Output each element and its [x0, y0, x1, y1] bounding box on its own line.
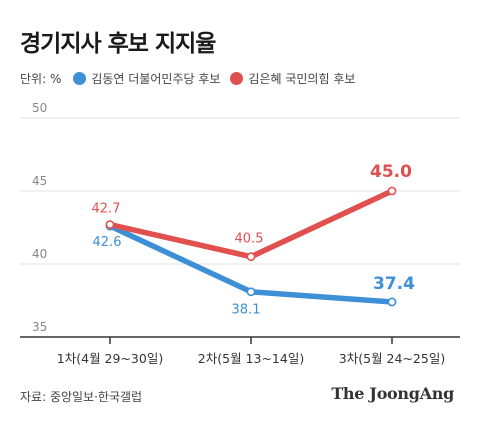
- legend-dot-blue: [73, 72, 87, 85]
- point-blue-3: [387, 297, 397, 307]
- x-tick-label-1: 1차(4월 29~30일): [57, 351, 163, 366]
- point-blue-2: [246, 287, 256, 297]
- y-tick-label-50: 50: [32, 101, 47, 115]
- point-red-2: [246, 252, 256, 262]
- legend-item-red: 김은혜 국민의힘 후보: [230, 70, 355, 87]
- legend: 단위: % 김동연 더불어민주당 후보 김은혜 국민의힘 후보: [20, 70, 365, 87]
- value-label-red-1: 42.7: [92, 202, 121, 217]
- legend-label-blue: 김동연 더불어민주당 후보: [91, 72, 221, 86]
- x-tick-label-3: 3차(5월 24~25일): [339, 351, 445, 366]
- value-label-blue-2: 38.1: [232, 303, 261, 318]
- legend-item-blue: 김동연 더불어민주당 후보: [73, 70, 220, 87]
- value-label-blue-3: 37.4: [373, 274, 415, 294]
- x-tick-label-2: 2차(5월 13~14일): [198, 351, 304, 366]
- y-tick-label-35: 35: [32, 320, 47, 334]
- brand-logo: The JoongAng: [331, 384, 454, 403]
- point-red-1: [105, 220, 115, 229]
- source-note: 자료: 중앙일보·한국갤럽: [20, 390, 143, 404]
- value-label-red-2: 40.5: [235, 232, 264, 247]
- chart-title: 경기지사 후보 지지율: [20, 31, 216, 57]
- y-tick-label-40: 40: [32, 247, 47, 261]
- legend-label-red: 김은혜 국민의힘 후보: [248, 72, 356, 86]
- unit-label: 단위: %: [20, 72, 62, 86]
- point-red-3: [387, 186, 397, 196]
- y-tick-label-45: 45: [32, 174, 47, 188]
- value-label-blue-1: 42.6: [93, 235, 122, 250]
- legend-dot-red: [230, 72, 244, 85]
- value-label-red-3: 45.0: [370, 162, 412, 182]
